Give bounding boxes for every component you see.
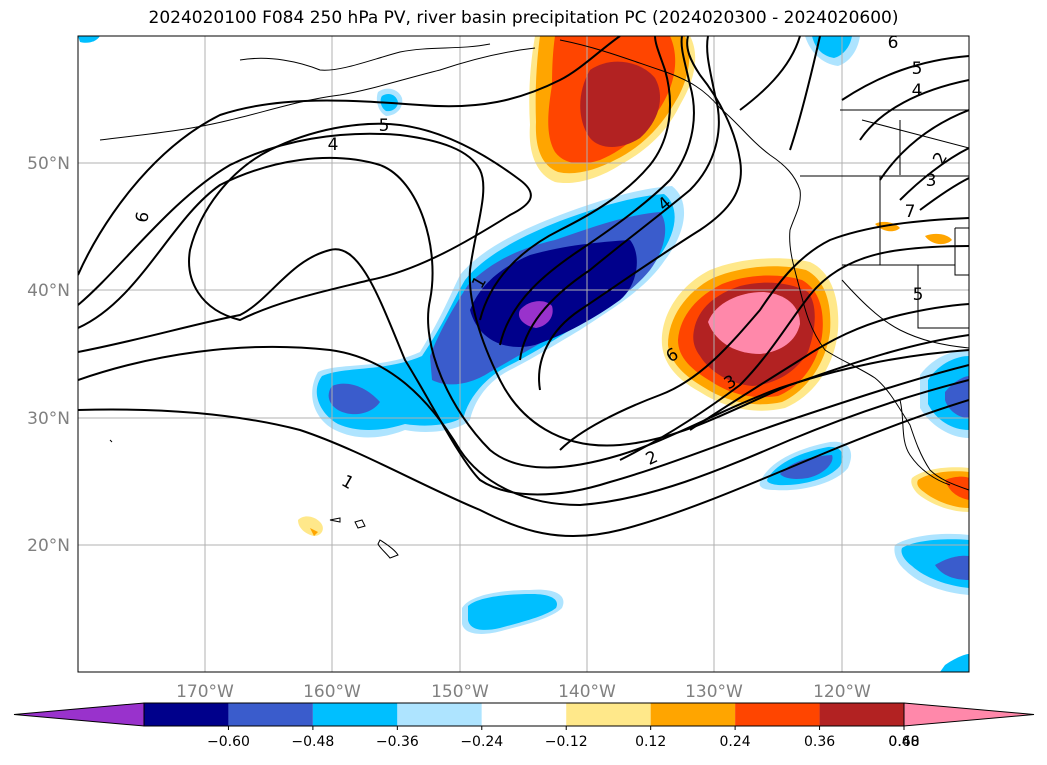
colorbar-swatch [735,703,820,726]
colorbar-swatch [397,703,482,726]
colorbar-label: −0.60 [207,734,250,750]
map-frame [77,35,970,673]
colorbar-label: 0.24 [720,734,751,750]
colorbar-extend-max [903,702,1035,727]
coastlines [99,39,969,559]
colorbar-extend-min [13,702,145,727]
lat-label: 40°N [27,281,70,301]
contour-label: 6 [132,210,154,224]
lon-label: 140°W [558,682,616,702]
pv-contours [78,36,969,538]
colorbar-label: −0.24 [460,734,503,750]
contour-label: 5 [379,116,390,136]
colorbar-swatch [481,703,567,726]
colorbar-label: −0.36 [376,734,419,750]
contour-label: 4 [912,81,923,101]
map-title: 2024020100 F084 250 hPa PV, river basin … [148,8,899,28]
latitude-labels: 50°N 40°N 30°N 20°N [27,154,70,556]
contour-label: 5 [912,59,923,79]
colorbar-label: −0.12 [545,734,588,750]
lon-label: 130°W [685,682,743,702]
contour-label: 7 [905,202,916,222]
colorbar: −0.60 −0.48 −0.36 −0.24 −0.12 0.12 0.24 0.36 0.4… [13,702,1035,750]
colorbar-label: 0.36 [804,734,835,750]
contour-label: 6 [888,33,899,53]
colorbar-swatch [144,703,229,726]
colorbar-label: −0.48 [291,734,334,750]
colorbar-swatch [566,703,651,726]
lat-label: 30°N [27,409,70,429]
longitude-labels: 170°W 160°W 150°W 140°W 130°W 120°W [176,682,871,702]
lon-label: 160°W [303,682,361,702]
colorbar-swatch [819,703,904,726]
contour-label: 3 [926,171,937,191]
colorbar-label: 0.12 [635,734,666,750]
contour-label: 4 [328,135,339,155]
contour-label: 5 [913,285,924,305]
lat-label: 50°N [27,154,70,174]
lon-label: 150°W [431,682,489,702]
lat-label: 20°N [27,536,70,556]
colorbar-swatch [228,703,313,726]
colorbar-swatch [650,703,736,726]
lon-label: 170°W [176,682,234,702]
colorbar-label: 0.48 [888,734,919,750]
lon-label: 120°W [813,682,871,702]
map-gridlines [78,36,969,672]
colorbar-label: 0.60 [888,734,919,750]
map-plot-area: 5 4 6 1 4 6 3 2 1 6 5 4 3 2 5 7 [78,33,969,672]
colorbar-swatch [312,703,398,726]
colorbar-outline [143,702,905,727]
